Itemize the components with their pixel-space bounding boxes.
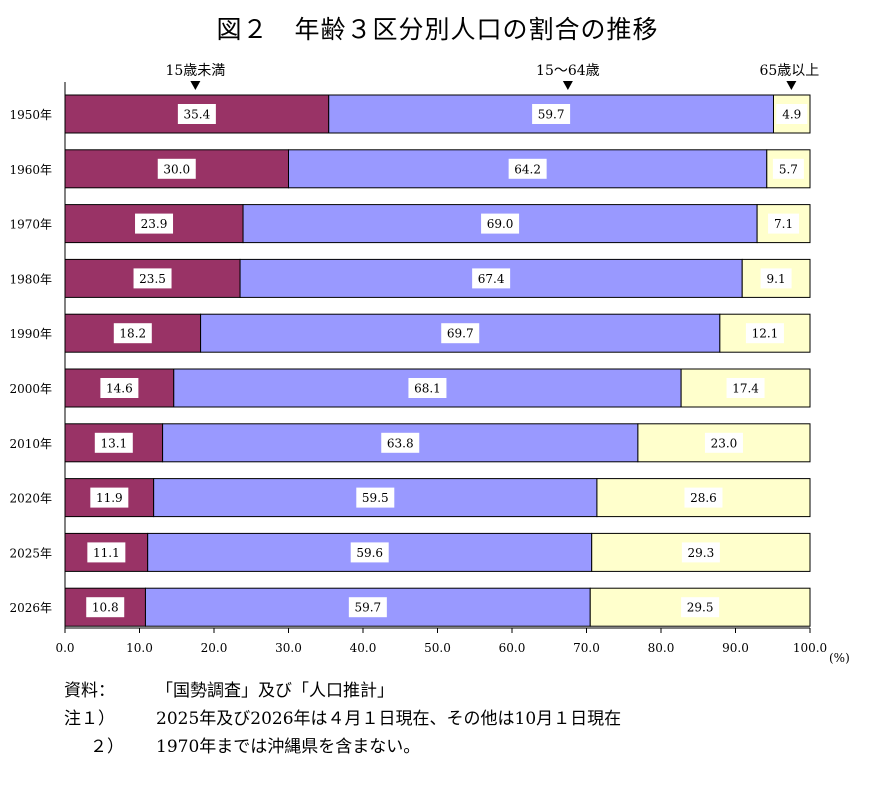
legend-label: 15歳未満 [165,63,225,79]
x-tick-label: 100.0 [793,641,827,655]
data-label-box [90,487,129,508]
category-label: 2000年 [9,382,52,396]
data-label-box [135,213,174,234]
data-label-box [681,597,720,618]
data-label-box [772,158,804,179]
data-label: 29.3 [687,546,714,560]
data-label-box [704,432,743,453]
data-label-box [381,432,420,453]
category-label: 1960年 [9,163,52,177]
legend-label: 15～64歳 [536,63,600,79]
data-label-box [348,597,387,618]
data-label: 17.4 [732,382,759,396]
legend-pointer-icon [562,81,573,90]
category-label: 2010年 [9,437,52,451]
data-label: 13.1 [100,436,127,450]
data-label: 30.0 [163,162,190,176]
data-label-box [472,268,511,289]
data-label: 4.9 [782,108,801,122]
x-tick-label: 60.0 [499,641,526,655]
data-label: 59.5 [362,491,389,505]
note-2-label: ２） [90,737,124,757]
data-label-box [532,104,571,124]
data-label-box [356,487,395,508]
data-label-box [441,323,480,344]
category-label: 1990年 [9,327,52,341]
x-tick-label: 20.0 [201,641,228,655]
legend-pointer-icon [190,81,201,90]
data-label: 29.5 [687,601,714,615]
data-label: 11.9 [96,491,123,505]
source-text: 「国勢調査」及び「人口推計」 [156,681,394,701]
data-label-box [177,104,216,124]
data-label: 18.2 [119,327,146,341]
data-label-box [776,104,808,124]
data-label-box [157,158,196,179]
data-label: 7.1 [774,217,793,231]
x-tick-label: 90.0 [722,641,749,655]
x-tick-label: 40.0 [350,641,377,655]
data-label-box [684,487,723,508]
data-label: 23.9 [141,217,168,231]
x-tick-label: 80.0 [648,641,675,655]
data-label: 67.4 [478,272,505,286]
data-label: 9.1 [767,272,786,286]
data-label: 5.7 [779,162,798,176]
data-label-box [760,268,792,289]
data-label-box [768,213,800,234]
data-label-box [508,158,547,179]
x-tick-label: 0.0 [55,641,74,655]
category-label: 2025年 [9,546,52,560]
data-label-box [408,378,447,398]
x-tick-label: 70.0 [573,641,600,655]
data-label-box [94,432,133,453]
bar-segment [596,478,811,518]
data-label: 35.4 [184,108,211,122]
data-label: 59.7 [354,601,381,615]
data-label-box [726,378,765,398]
data-label-box [481,213,520,234]
data-label: 64.2 [514,162,541,176]
data-label: 63.8 [387,436,414,450]
data-label: 69.7 [447,327,474,341]
data-label: 68.1 [414,382,441,396]
data-label-box [133,268,172,289]
category-label: 1970年 [9,218,52,232]
data-label: 10.8 [92,601,119,615]
data-label: 23.5 [139,272,166,286]
note-1-text: 2025年及び2026年は４月１日現在、その他は10月１日現在 [156,709,622,729]
x-axis-unit: (%) [829,651,850,665]
data-label: 23.0 [711,436,738,450]
x-tick-label: 30.0 [275,641,302,655]
note-2-text: 1970年までは沖縄県を含まない。 [156,737,421,757]
chart-title: 図２ 年齢３区分別人口の割合の推移 [216,15,659,44]
data-label: 28.6 [690,491,717,505]
data-label-box [100,378,139,398]
x-tick-label: 10.0 [126,641,153,655]
data-label: 59.7 [538,108,565,122]
legend-pointer-icon [786,81,797,90]
note-1-label: 注１） [64,709,115,729]
data-label-box [86,597,125,618]
category-label: 2020年 [9,492,52,506]
data-label: 14.6 [106,382,133,396]
data-label: 59.6 [356,546,383,560]
data-label: 69.0 [487,217,514,231]
source-label: 資料： [64,681,115,701]
x-tick-label: 50.0 [424,641,451,655]
category-label: 2026年 [9,601,52,615]
category-label: 1950年 [9,108,52,122]
stacked-bar-chart: 0.0 10.0 20.0 30.0 40.0 50.0 60.0 70.0 80.0 90.0 1… [9,63,850,665]
data-label-box [745,323,784,344]
data-label-box [87,542,126,563]
data-label-box [350,542,389,563]
data-label: 11.1 [93,546,120,560]
data-label-box [113,323,152,344]
category-label: 1980年 [9,272,52,286]
data-label: 12.1 [752,327,779,341]
data-label-box [681,542,720,563]
legend-label: 65歳以上 [759,63,819,79]
